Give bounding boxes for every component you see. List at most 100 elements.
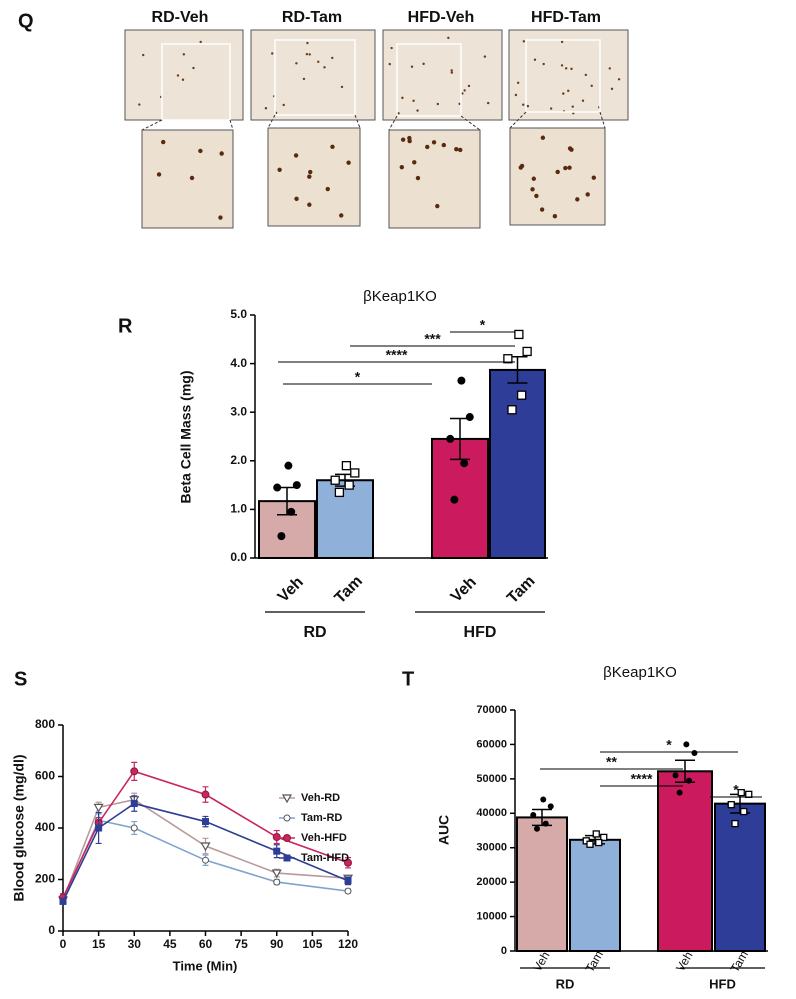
micrograph-dot (412, 99, 415, 102)
marker (201, 790, 210, 799)
data-point (516, 390, 527, 400)
micrograph-dot (142, 53, 145, 57)
micrograph-dot (540, 135, 546, 140)
significance-label: ** (606, 754, 617, 770)
y-tick-label: 5.0 (230, 307, 247, 321)
micrograph-dot (339, 213, 344, 218)
significance-label: **** (631, 771, 653, 787)
micrograph (124, 29, 244, 121)
bar (657, 770, 713, 952)
x-tick-label: Veh (673, 949, 695, 974)
micrograph-dot (516, 81, 520, 85)
micrograph-dot (458, 147, 463, 153)
marker (59, 897, 67, 905)
micrograph-label: HFD-Veh (408, 9, 475, 26)
marker (283, 814, 291, 822)
micrograph-dot (390, 46, 393, 50)
micrograph-dot (534, 193, 539, 199)
x-tick-label: Veh (275, 574, 307, 606)
y-tick-label: 800 (35, 717, 55, 731)
micrograph-dot (575, 197, 580, 202)
x-tick-label: 120 (338, 937, 358, 951)
micrograph-dot (435, 203, 440, 209)
micrograph-dot (182, 53, 186, 56)
legend-label: Veh-RD (301, 792, 340, 804)
micrograph-dot (436, 102, 440, 106)
micrograph-dot (590, 84, 593, 88)
micrograph-dot (567, 89, 570, 93)
micrograph-dot (306, 41, 309, 45)
micrograph-dot (294, 196, 299, 202)
zoom-connector (354, 114, 361, 129)
zoom-connector (599, 111, 606, 129)
significance-label: * (355, 369, 361, 385)
micrograph-dot (571, 105, 574, 108)
zoom-connector (267, 114, 276, 129)
zoom-box (274, 39, 356, 116)
micrograph-dot (218, 215, 223, 220)
x-tick-label: Tam (504, 573, 538, 607)
micrograph-label: HFD-Tam (531, 9, 601, 26)
bar (516, 816, 568, 952)
zoom-box (525, 39, 601, 113)
micrograph-dot (552, 214, 558, 219)
micrograph-dot (317, 60, 320, 63)
panel-label: S (14, 668, 27, 690)
micrograph-zoom (267, 127, 361, 227)
data-point (600, 833, 608, 842)
data-point (683, 741, 690, 748)
data-point (530, 812, 537, 819)
micrograph-dot (610, 87, 614, 91)
micrograph-dot (330, 144, 335, 150)
marker (202, 818, 209, 826)
data-point (676, 789, 683, 796)
micrograph-dot (450, 69, 453, 72)
data-point (465, 413, 474, 422)
data-point (691, 750, 698, 757)
micrograph-dot (271, 52, 274, 55)
micrograph-dot (617, 78, 621, 81)
bar (714, 802, 766, 952)
significance-label: *** (424, 331, 441, 347)
micrograph-dot (199, 40, 202, 44)
y-tick-label: 3.0 (230, 404, 247, 418)
data-point (547, 803, 554, 810)
micrograph-dot (530, 187, 535, 192)
micrograph-dot (401, 96, 404, 100)
y-tick-label: 4.0 (230, 356, 247, 370)
micrograph-dot (450, 71, 454, 74)
zoom-box (396, 43, 462, 117)
micrograph-panel: RD-Veh RD-Tam HFD-Veh HFD-Tam (124, 9, 629, 229)
significance-label: * (666, 737, 672, 753)
micrograph-dot (410, 65, 414, 68)
micrograph-dot (399, 164, 405, 170)
micrograph-dot (533, 58, 537, 61)
data-point (273, 483, 282, 492)
data-point (727, 801, 735, 809)
y-tick-label: 400 (35, 820, 55, 834)
micrograph-dot (264, 107, 268, 110)
marker (272, 833, 281, 842)
y-tick-label: 60000 (476, 738, 507, 750)
micrograph (508, 29, 629, 121)
micrograph-dot (323, 66, 326, 69)
micrograph-dot (138, 103, 141, 106)
legend-label: Tam-RD (301, 812, 342, 824)
micrograph-dot (431, 140, 437, 145)
micrograph-zoom (509, 127, 606, 226)
marker (130, 767, 139, 776)
micrograph-dot (308, 53, 311, 56)
data-point (277, 532, 286, 541)
series-line (62, 798, 349, 901)
micrograph-dot (331, 56, 334, 60)
marker (200, 842, 211, 852)
y-axis-label: AUC (436, 815, 452, 845)
group-label: RD (556, 976, 575, 991)
micrograph-dot (591, 175, 597, 180)
micrograph-dot (308, 169, 313, 175)
data-point (457, 376, 466, 385)
marker (202, 856, 209, 864)
micrograph-dot (570, 67, 573, 71)
micrograph-dot (564, 67, 568, 70)
micrograph-zoom (388, 129, 481, 229)
